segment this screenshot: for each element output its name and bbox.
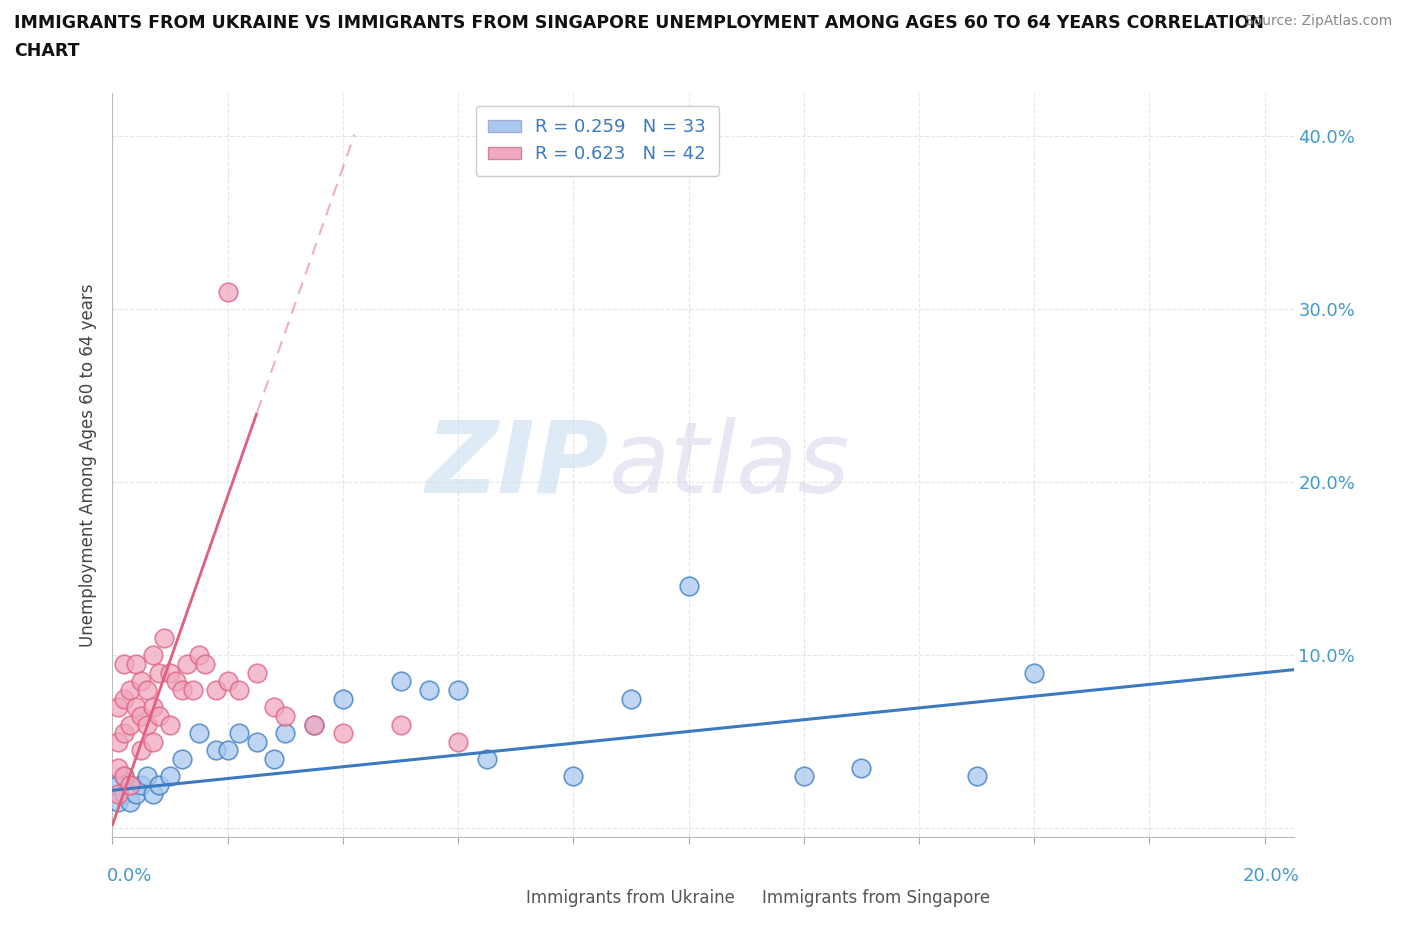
Point [148,709,170,724]
Text: IMMIGRANTS FROM UKRAINE VS IMMIGRANTS FROM SINGAPORE UNEMPLOYMENT AMONG AGES 60 : IMMIGRANTS FROM UKRAINE VS IMMIGRANTS FR… [14,14,1264,32]
Point [118,717,141,732]
Point [302,717,325,732]
Point [148,777,170,792]
Text: 0.0%: 0.0% [107,867,152,884]
Point [107,777,129,792]
Point [170,751,193,766]
Point [118,795,141,810]
Text: Immigrants from Singapore: Immigrants from Singapore [762,889,990,907]
Point [129,674,152,689]
Point [107,786,129,801]
Point [228,725,250,740]
Point [475,751,498,766]
Text: Immigrants from Ukraine: Immigrants from Ukraine [526,889,735,907]
Point [112,657,135,671]
Point [194,657,217,671]
Point [107,699,129,714]
Point [118,777,141,792]
Point [129,743,152,758]
Point [118,683,141,698]
Point [142,648,165,663]
Text: 20.0%: 20.0% [1243,867,1299,884]
Point [274,725,297,740]
Point [205,683,228,698]
Point [1024,665,1046,680]
Point [302,717,325,732]
Point [129,777,152,792]
Point [447,683,470,698]
FancyBboxPatch shape [688,877,751,902]
FancyBboxPatch shape [451,877,515,902]
Point [217,743,239,758]
Point [118,777,141,792]
Legend: R = 0.259   N = 33, R = 0.623   N = 42: R = 0.259 N = 33, R = 0.623 N = 42 [475,106,718,176]
Point [142,699,165,714]
Point [136,717,159,732]
Point [107,795,129,810]
Point [389,674,412,689]
Point [176,657,198,671]
Point [447,735,470,750]
Point [562,769,585,784]
Point [620,691,643,706]
Point [217,674,239,689]
Point [332,725,354,740]
Point [187,648,209,663]
Point [112,786,135,801]
Point [274,709,297,724]
Point [678,578,700,593]
Point [124,657,146,671]
Point [205,743,228,758]
Point [129,709,152,724]
Point [263,699,285,714]
Point [136,683,159,698]
Point [159,769,181,784]
Point [107,761,129,776]
Point [263,751,285,766]
Point [245,665,267,680]
Point [228,683,250,698]
Text: atlas: atlas [609,417,851,513]
Point [187,725,209,740]
Text: Source: ZipAtlas.com: Source: ZipAtlas.com [1244,14,1392,28]
Point [159,665,181,680]
Point [142,735,165,750]
Point [389,717,412,732]
Point [966,769,988,784]
Point [181,683,204,698]
Point [124,699,146,714]
Point [124,786,146,801]
Point [170,683,193,698]
Point [136,769,159,784]
Point [217,285,239,299]
Text: CHART: CHART [14,42,80,60]
Point [793,769,815,784]
Text: ZIP: ZIP [426,417,609,513]
Point [159,717,181,732]
Y-axis label: Unemployment Among Ages 60 to 64 years: Unemployment Among Ages 60 to 64 years [79,284,97,646]
Point [851,761,873,776]
Point [148,665,170,680]
Point [112,691,135,706]
Point [112,769,135,784]
Point [153,631,176,645]
Point [142,786,165,801]
Point [165,674,187,689]
Point [107,735,129,750]
Point [112,725,135,740]
Point [112,769,135,784]
Point [332,691,354,706]
Point [418,683,440,698]
Point [245,735,267,750]
